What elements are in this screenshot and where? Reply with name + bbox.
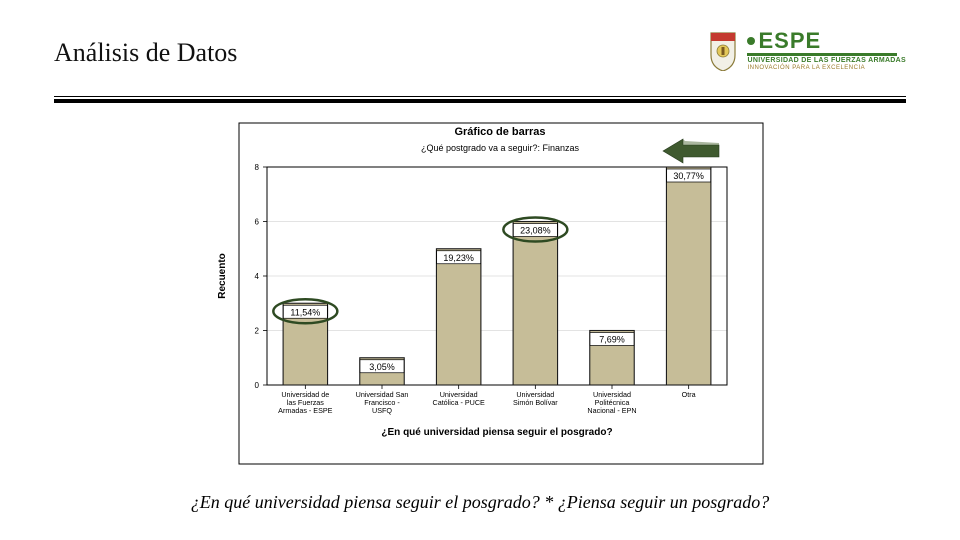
slide-header: Análisis de Datos ESPE UNIVERSIDAD DE LA… <box>54 30 906 92</box>
svg-text:Católica - PUCE: Católica - PUCE <box>433 398 486 407</box>
svg-text:Simón Bolívar: Simón Bolívar <box>513 398 558 407</box>
bar-chart: Gráfico de barras ¿Qué postgrado va a seg… <box>195 121 765 466</box>
svg-text:11,54%: 11,54% <box>290 307 320 317</box>
logo-bar <box>747 53 897 56</box>
figure-caption: ¿En qué universidad piensa seguir el pos… <box>54 492 906 513</box>
svg-text:¿Qué postgrado va a seguir?: F: ¿Qué postgrado va a seguir?: Finanzas <box>421 143 580 153</box>
svg-text:8: 8 <box>255 163 260 172</box>
svg-text:Armadas - ESPE: Armadas - ESPE <box>278 406 333 415</box>
svg-text:23,08%: 23,08% <box>520 226 551 236</box>
svg-text:USFQ: USFQ <box>372 406 392 415</box>
svg-text:2: 2 <box>255 327 260 336</box>
svg-text:30,77%: 30,77% <box>673 171 704 181</box>
highlight-arrow-icon <box>663 139 719 163</box>
svg-text:7,69%: 7,69% <box>599 335 625 345</box>
svg-text:Recuento: Recuento <box>217 253 228 299</box>
logo-dot-icon <box>747 37 755 45</box>
shield-icon <box>707 31 739 71</box>
svg-text:Nacional - EPN: Nacional - EPN <box>587 406 636 415</box>
svg-text:¿En qué universidad piensa seg: ¿En qué universidad piensa seguir el pos… <box>381 427 612 438</box>
svg-text:6: 6 <box>255 218 260 227</box>
svg-text:19,23%: 19,23% <box>443 253 474 263</box>
logo-caption-1: UNIVERSIDAD DE LAS FUERZAS ARMADAS <box>747 57 906 64</box>
logo-caption-2: INNOVACIÓN PARA LA EXCELENCIA <box>747 65 906 71</box>
svg-text:Gráfico de barras: Gráfico de barras <box>454 126 545 138</box>
espe-word: ESPE <box>758 30 821 52</box>
svg-text:0: 0 <box>255 381 260 390</box>
svg-text:3,05%: 3,05% <box>369 362 395 372</box>
espe-logo: ESPE UNIVERSIDAD DE LAS FUERZAS ARMADAS … <box>707 30 906 71</box>
espe-logo-text-block: ESPE UNIVERSIDAD DE LAS FUERZAS ARMADAS … <box>747 30 906 71</box>
chart-figure: Gráfico de barras ¿Qué postgrado va a seg… <box>195 121 765 466</box>
header-rule <box>54 96 906 103</box>
svg-text:Otra: Otra <box>682 390 696 399</box>
svg-text:4: 4 <box>255 272 260 281</box>
